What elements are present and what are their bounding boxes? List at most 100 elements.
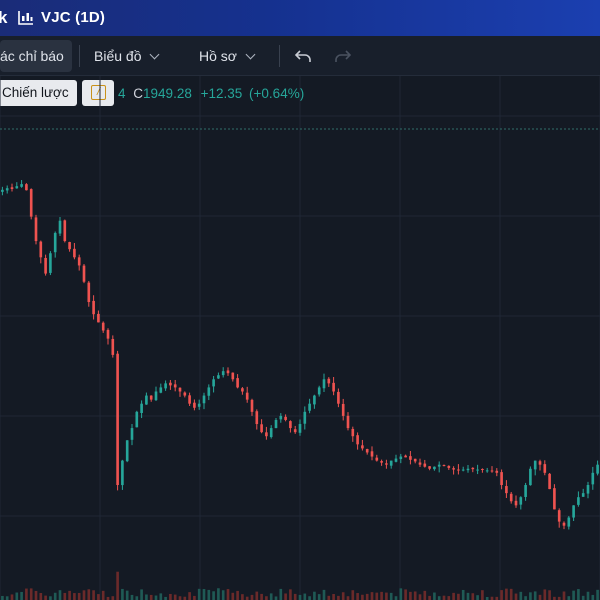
candle-body [212, 379, 215, 387]
volume-bar [562, 591, 566, 600]
strategy-button[interactable]: Chiến lược [0, 80, 77, 106]
volume-bar [524, 596, 527, 600]
candle-body [567, 517, 571, 527]
volume-bar [327, 595, 331, 600]
volume-bar [63, 592, 67, 600]
candle-body [106, 329, 110, 339]
candle-body [433, 466, 436, 470]
volume-bar [413, 591, 417, 600]
candle-body [63, 220, 67, 242]
volume-bar [553, 596, 556, 600]
candle-body [29, 189, 33, 217]
candle-body [529, 468, 532, 486]
volume-bar [461, 589, 465, 600]
volume-bar [385, 592, 388, 600]
candle-body [303, 411, 307, 424]
volume-bar [226, 589, 230, 600]
candle-body [245, 392, 249, 400]
volume-bar [533, 591, 537, 600]
candle-body [322, 379, 326, 389]
candle-body [293, 429, 297, 433]
chart-toolbar: ác chỉ báo Biểu đồ Hồ sơ [0, 36, 600, 76]
volume-bar [346, 596, 350, 600]
close-key: C [133, 86, 144, 101]
candle-body [169, 382, 172, 386]
volume-bar [92, 590, 95, 600]
candle-body [586, 485, 590, 494]
volume-bar [495, 596, 499, 600]
volume-bar [39, 592, 43, 600]
indicators-button[interactable]: ác chỉ báo [0, 40, 72, 72]
candle-body [135, 411, 139, 428]
volume-bar [20, 591, 23, 600]
volume-bar [236, 590, 239, 600]
volume-bar [68, 590, 71, 600]
candle-body [241, 388, 244, 392]
volume-bar [77, 592, 81, 600]
candle-body [428, 466, 431, 469]
volume-bar [255, 591, 259, 600]
candle-body [82, 265, 86, 282]
candle-body [524, 485, 527, 497]
candle-body [250, 399, 254, 412]
candle-body [404, 455, 407, 458]
candle-body [289, 421, 292, 429]
candle-body [221, 371, 225, 376]
volume-bar [519, 591, 523, 600]
volume-bar [481, 590, 484, 600]
candle-body [509, 493, 513, 502]
candle-body [365, 449, 369, 453]
candle-body [34, 217, 38, 242]
candle-body [548, 473, 551, 490]
candle-body [457, 469, 460, 471]
undo-icon[interactable] [294, 48, 312, 64]
volume-bar [581, 595, 585, 600]
volume-bar [313, 591, 316, 600]
volume-bar [25, 588, 28, 600]
candle-body [389, 460, 393, 466]
candle-body [490, 470, 494, 472]
candle-body [562, 522, 566, 526]
candle-body [20, 184, 23, 187]
chart-type-label: Biểu đồ [94, 48, 142, 64]
volume-bar [154, 595, 158, 600]
candle-body [481, 469, 484, 471]
candle-body [265, 432, 268, 437]
candle-body [25, 184, 28, 191]
edit-button[interactable]: / [82, 80, 114, 106]
candle-body [5, 188, 9, 191]
candle-body [356, 435, 359, 445]
candle-body [125, 440, 129, 462]
candle-body [121, 460, 124, 486]
candle-body [231, 372, 235, 380]
volume-bar [164, 596, 167, 600]
redo-icon[interactable] [334, 48, 352, 64]
volume-bar [418, 594, 422, 600]
candle-body [351, 428, 355, 437]
volume-bar [10, 594, 14, 600]
profile-label: Hồ sơ [199, 48, 237, 64]
candle-body [418, 462, 422, 465]
candle-body [130, 428, 134, 440]
candle-body [159, 387, 163, 393]
price-chart[interactable] [0, 76, 600, 600]
chart-type-menu[interactable]: Biểu đồ [94, 36, 160, 76]
volume-bar [303, 593, 307, 600]
volume-bar [29, 588, 33, 600]
candle-body [1, 189, 4, 192]
candle-body [327, 378, 331, 384]
candle-body [572, 505, 575, 518]
volume-bar [73, 593, 76, 600]
profile-menu[interactable]: Hồ sơ [199, 36, 256, 76]
volume-bar [509, 588, 513, 600]
candle-body [15, 186, 19, 189]
volume-bar [250, 594, 254, 600]
volume-bar [466, 592, 470, 600]
change-percent: (+0.64%) [249, 86, 305, 101]
candle-body [101, 322, 105, 331]
candle-body [553, 488, 556, 510]
candle-body [313, 395, 316, 405]
volume-bar [442, 595, 446, 600]
volume-bar [44, 595, 47, 600]
candle-body [437, 464, 441, 467]
